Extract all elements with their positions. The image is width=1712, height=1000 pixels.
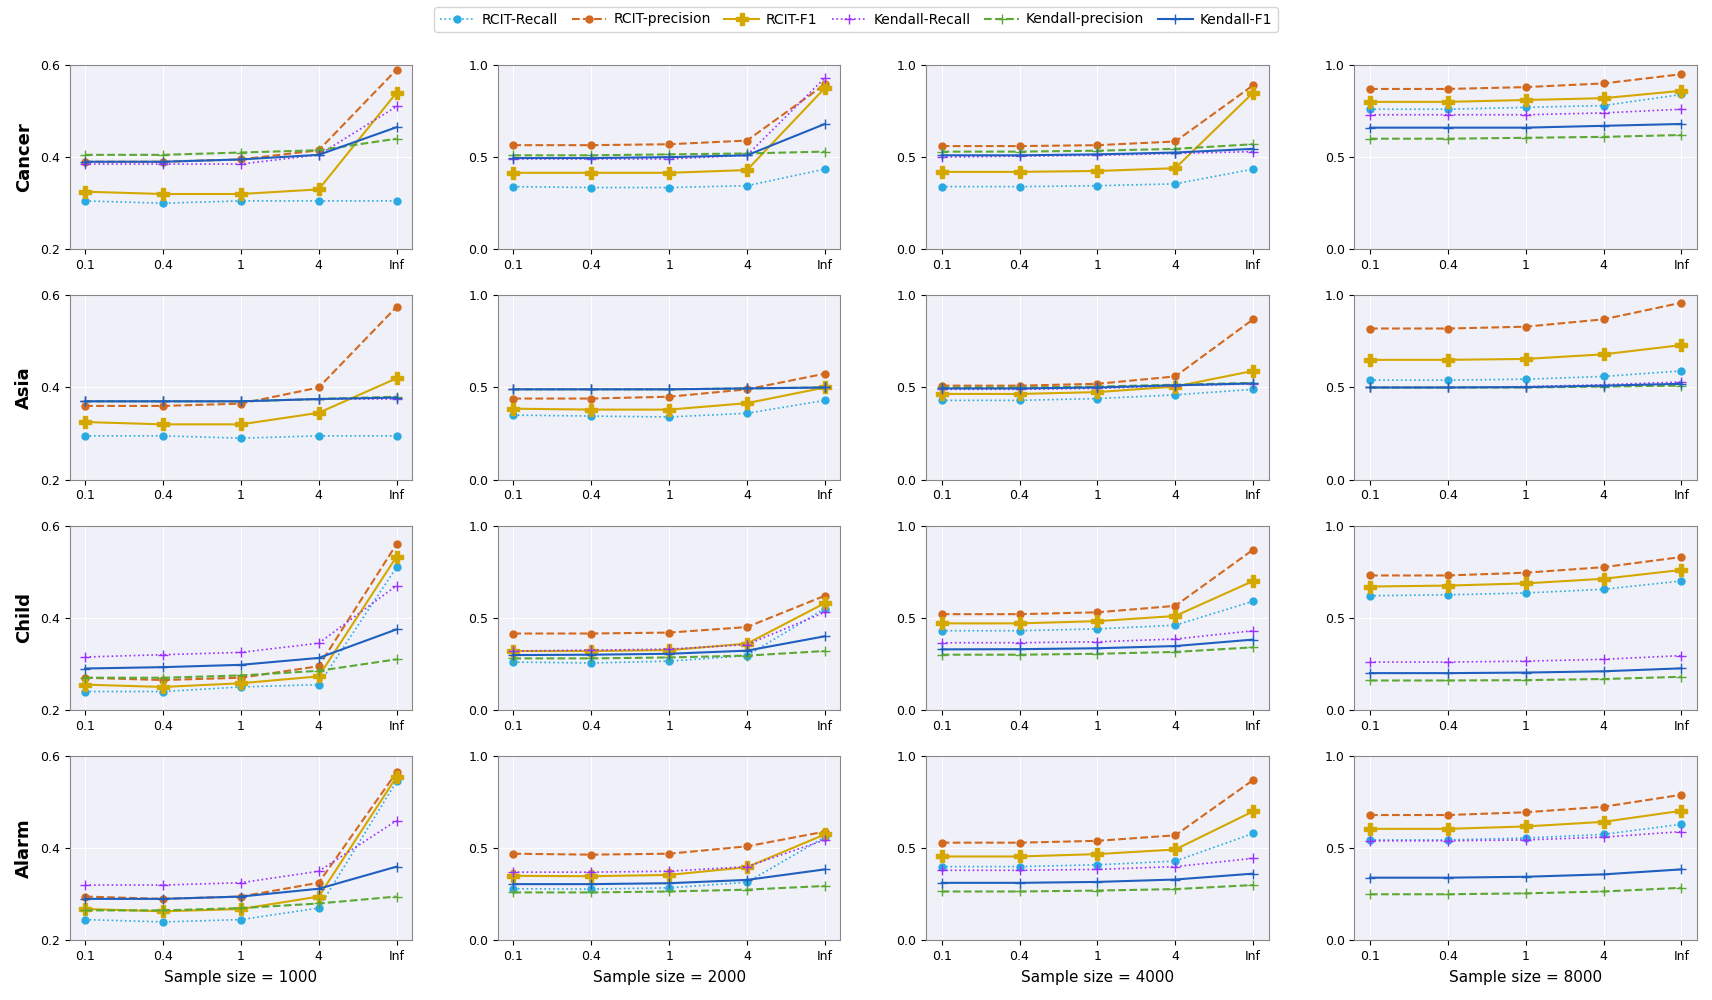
- Y-axis label: Cancer: Cancer: [15, 122, 33, 192]
- X-axis label: Sample size = 8000: Sample size = 8000: [1448, 970, 1602, 985]
- X-axis label: Sample size = 2000: Sample size = 2000: [592, 970, 746, 985]
- Y-axis label: Child: Child: [15, 592, 33, 643]
- X-axis label: Sample size = 1000: Sample size = 1000: [164, 970, 317, 985]
- Y-axis label: Asia: Asia: [15, 366, 33, 409]
- Legend: RCIT-Recall, RCIT-precision, RCIT-F1, Kendall-Recall, Kendall-precision, Kendall: RCIT-Recall, RCIT-precision, RCIT-F1, Ke…: [435, 7, 1277, 32]
- X-axis label: Sample size = 4000: Sample size = 4000: [1020, 970, 1174, 985]
- Y-axis label: Alarm: Alarm: [15, 818, 33, 878]
